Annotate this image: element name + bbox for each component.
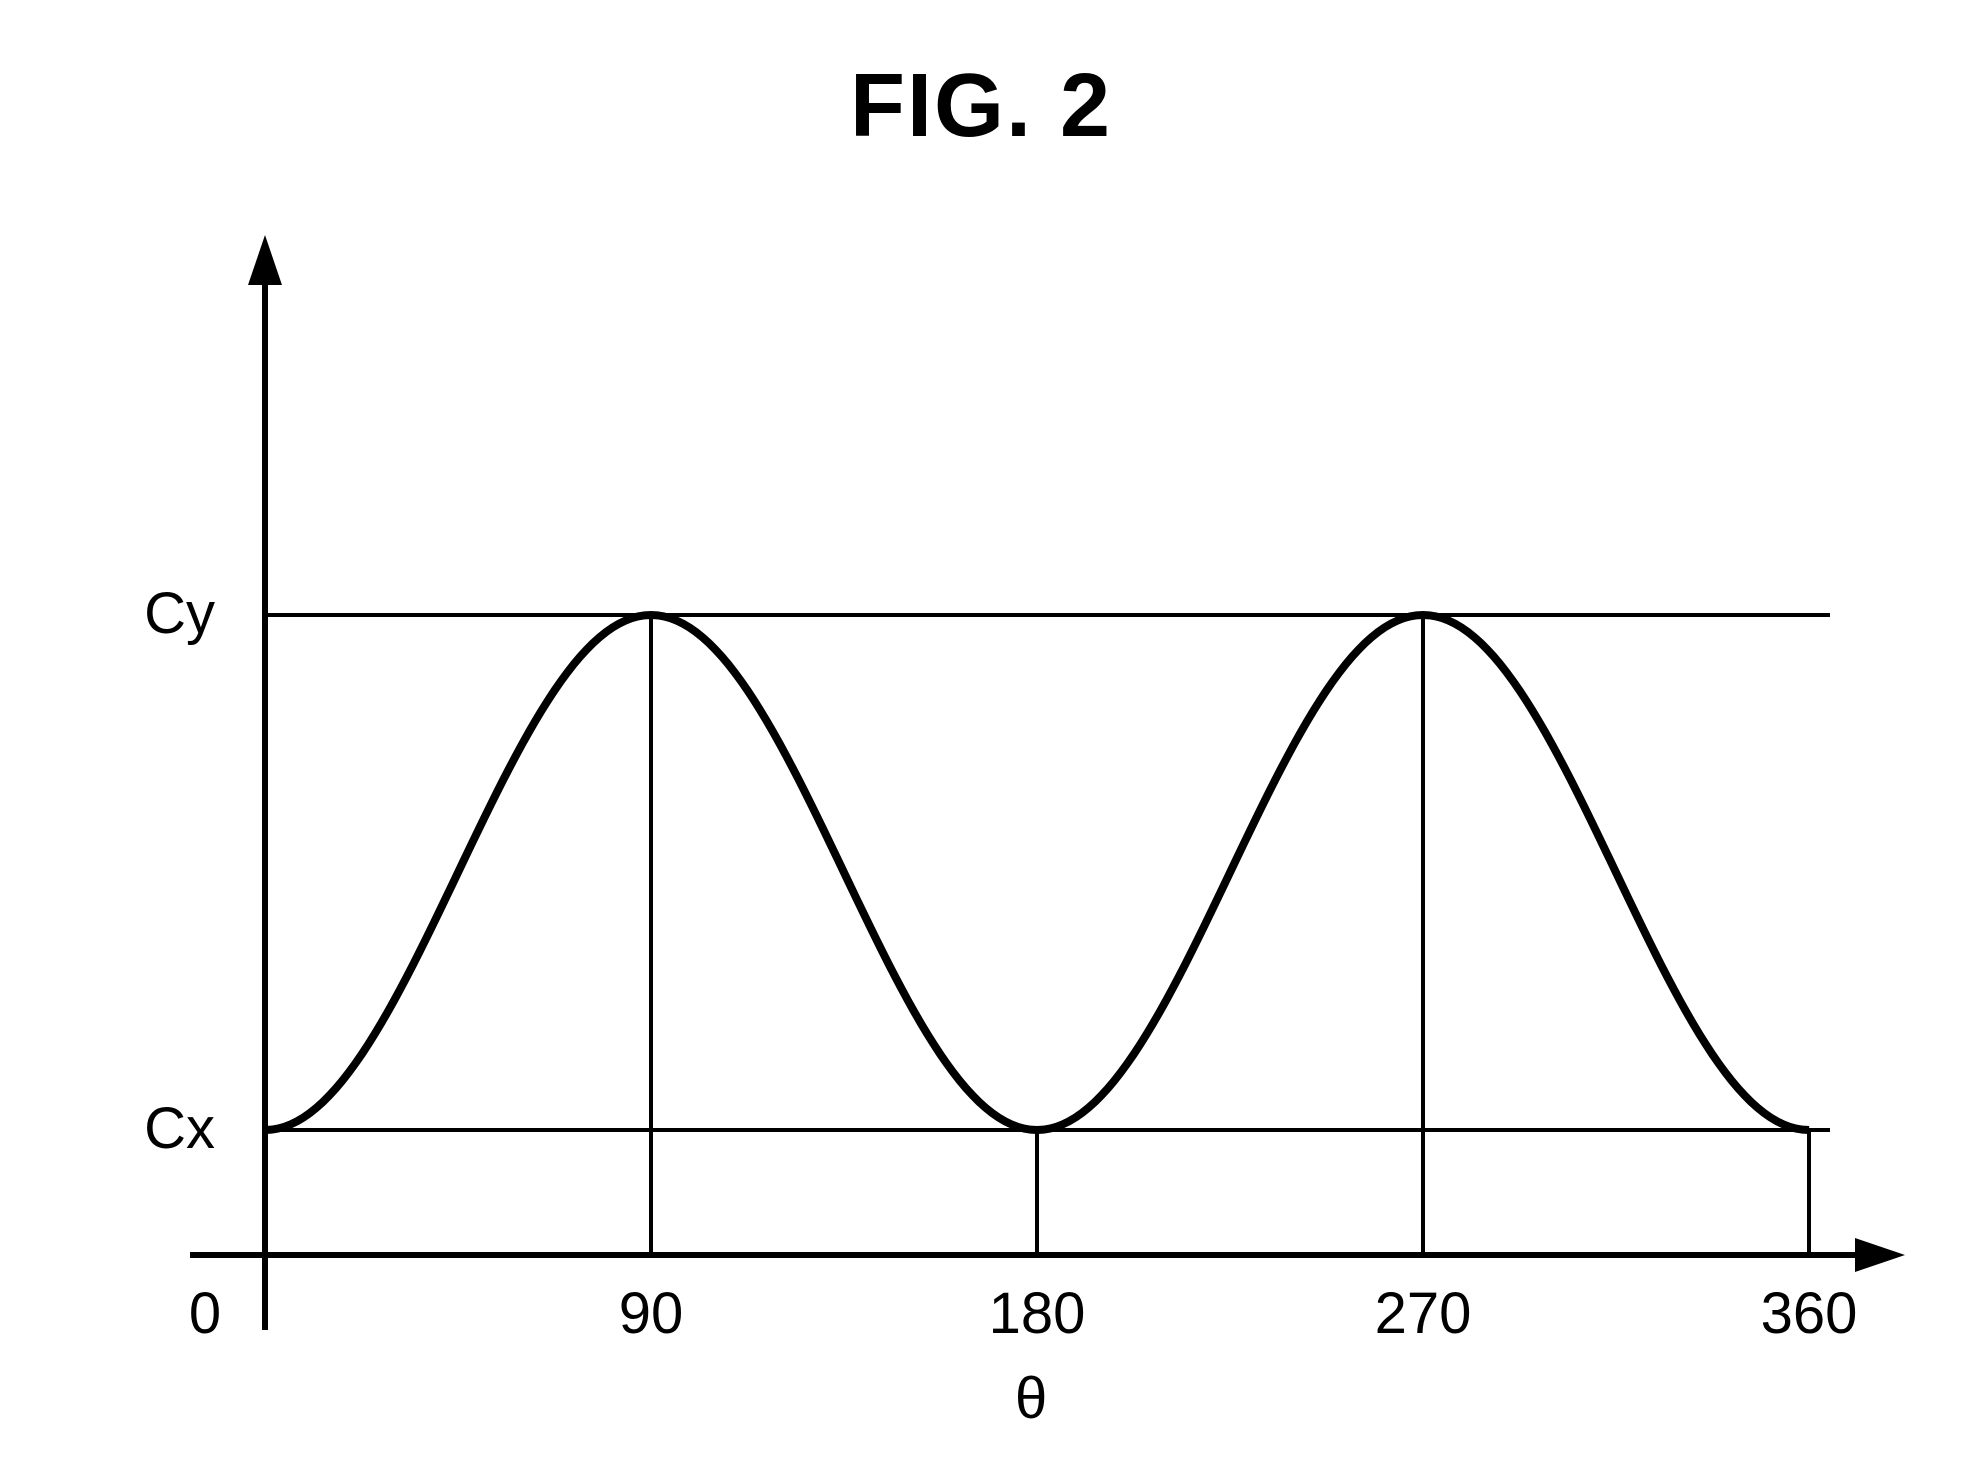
- x-label-360: 360: [1734, 1280, 1884, 1347]
- y-label-cx: Cx: [95, 1095, 215, 1162]
- x-label-180: 180: [962, 1280, 1112, 1347]
- x-label-270: 270: [1348, 1280, 1498, 1347]
- x-axis-label-theta: θ: [1015, 1365, 1047, 1432]
- x-label-0: 0: [175, 1280, 235, 1347]
- figure-container: FIG. 2 Cy Cx 0 90 180 270 360 θ: [0, 0, 1962, 1463]
- chart-svg: [0, 0, 1962, 1463]
- y-label-cy: Cy: [95, 580, 215, 647]
- x-label-90: 90: [591, 1280, 711, 1347]
- y-axis-arrow: [248, 235, 282, 285]
- x-axis-arrow: [1855, 1238, 1905, 1272]
- curve: [265, 615, 1809, 1130]
